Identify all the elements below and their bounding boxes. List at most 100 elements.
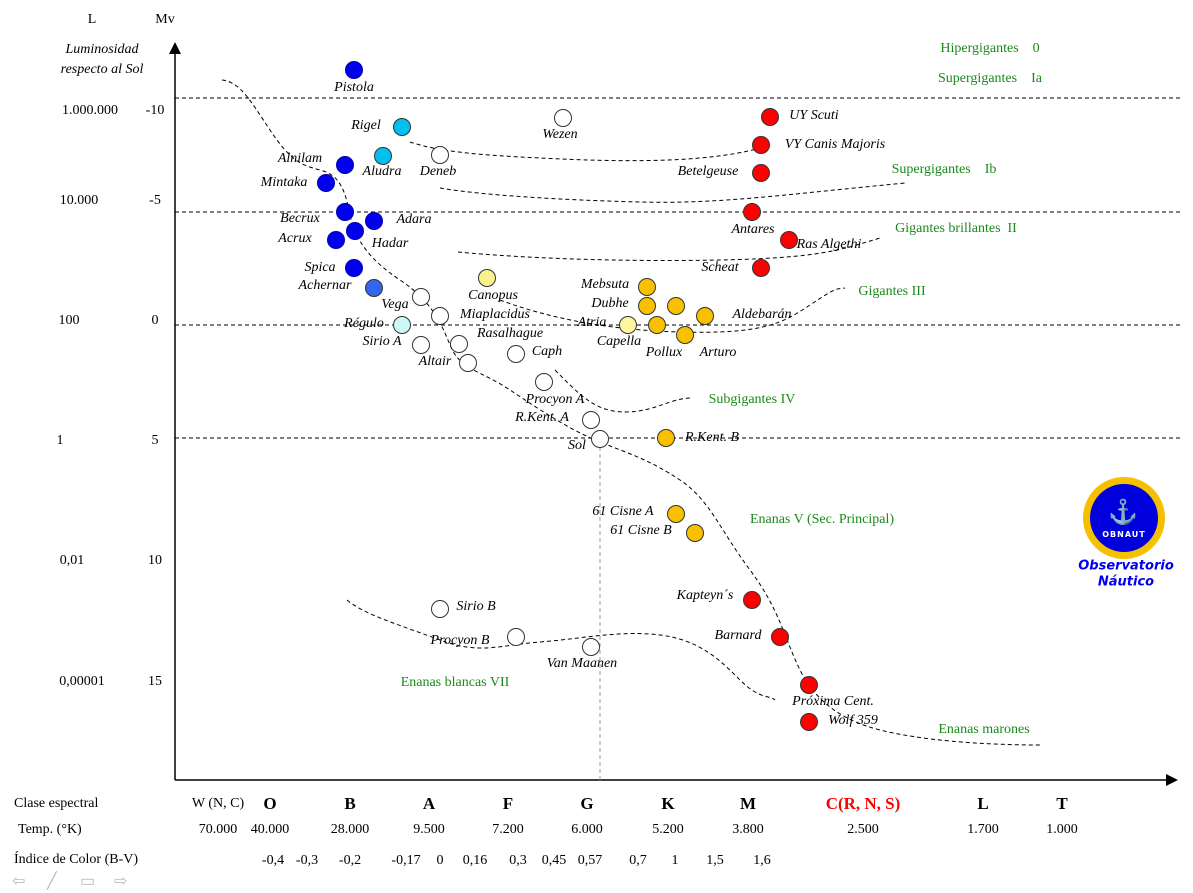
star-label-caph: Caph: [531, 344, 563, 359]
spectral-class: B: [344, 794, 356, 813]
magnitude-tick-label: 5: [151, 433, 159, 448]
star-marker-aludra: [374, 147, 392, 165]
star-marker-61-cisne-b: [686, 524, 704, 542]
star-marker-achernar: [365, 279, 383, 297]
star-label-rasalhague: Rasalhague: [476, 326, 544, 341]
magnitude-tick-label: 10: [148, 553, 162, 568]
star-label-pistola: Pistola: [334, 80, 374, 95]
spectral-class: O: [263, 794, 277, 813]
bright-giant-curve: [457, 237, 881, 262]
luminosity-tick-label: 1.000.000: [62, 103, 118, 118]
star-marker-mebsuta: [638, 278, 656, 296]
star-marker-uy-scuti: [761, 108, 779, 126]
star-label-r-kent-b: R.Kent. B: [684, 430, 740, 445]
luminosity-tick-label: 0,00001: [59, 674, 105, 689]
luminosity-class-label: Supergigantes Ib: [891, 162, 997, 177]
star-marker-procyon-b: [507, 628, 525, 646]
star-marker-antares: [743, 203, 761, 221]
star-label-ras-algethi: Ras Algethi: [796, 237, 862, 252]
star-marker-kapteyn-s: [743, 591, 761, 609]
logo-line1: Observatorio: [1078, 558, 1174, 574]
sextant-icon: ⚓: [1108, 500, 1138, 526]
forward-arrow-icon[interactable]: ⇨: [114, 873, 128, 890]
star-label-adara: Adara: [396, 212, 432, 227]
temperature-value: 5.200: [652, 822, 684, 837]
color-index-value: 0,7: [629, 853, 647, 868]
star-marker-wezen: [554, 109, 572, 127]
spectral-class: G: [580, 794, 594, 813]
spectral-class: A: [422, 794, 436, 813]
star-marker-dubhe: [638, 297, 656, 315]
temperature-value: 3.800: [732, 822, 764, 837]
star-label-sol: Sol: [568, 438, 586, 453]
magnitude-tick-label: -10: [145, 103, 165, 118]
star-label-hadar: Hadar: [371, 236, 409, 251]
pen-icon[interactable]: ╱: [47, 873, 57, 890]
star-label-uy-scuti: UY Scuti: [789, 108, 839, 123]
star-marker-deneb: [431, 146, 449, 164]
y-title-line1: Luminosidad: [65, 42, 139, 57]
temperature-label: Temp. (°K): [18, 822, 82, 837]
star-label-achernar: Achernar: [298, 278, 352, 293]
color-index-value: 0,45: [541, 853, 567, 868]
temperature-value: 9.500: [413, 822, 445, 837]
star-label-capella: Capella: [596, 334, 642, 349]
star-label-wolf-359: Wolf 359: [828, 713, 878, 728]
star-marker-procyon-a: [535, 373, 553, 391]
star-marker-arturo: [667, 297, 685, 315]
star-label-procyon-a: Procyon A: [525, 392, 585, 407]
spectral-class: K: [661, 794, 675, 813]
star-marker-r-gulo: [393, 316, 411, 334]
star-label-barnard: Barnard: [714, 628, 762, 643]
star-label-procyon-b: Procyon B: [430, 633, 490, 648]
temperature-value: 40.000: [250, 822, 290, 837]
star-label-dubhe: Dubhe: [591, 296, 629, 311]
color-index-label: Índice de Color (B-V): [14, 852, 139, 867]
star-label-altair: Altair: [418, 354, 452, 369]
star-label-wezen: Wezen: [542, 127, 578, 142]
temperature-value: 6.000: [571, 822, 603, 837]
star-label-pr-xima-cent: Próxima Cent.: [792, 694, 874, 709]
star-label-mintaka: Mintaka: [260, 175, 308, 190]
temperature-value: 70.000: [198, 822, 238, 837]
star-label-aldebar-n: Aldebarán: [732, 307, 792, 322]
star-label-sirio-a: Sirio A: [362, 334, 402, 349]
magnitude-tick-label: 0: [151, 313, 159, 328]
color-index-value: 1: [671, 853, 679, 868]
star-marker-caph: [507, 345, 525, 363]
luminosity-class-label: Enanas V (Sec. Principal): [749, 512, 895, 527]
star-label-kapteyn-s: Kapteyn´s: [676, 588, 734, 603]
menu-icon[interactable]: ▭: [80, 873, 96, 890]
spectral-class: L: [977, 794, 989, 813]
star-marker-betelgeuse: [752, 164, 770, 182]
temperature-value: 7.200: [492, 822, 524, 837]
star-label-mebsuta: Mebsuta: [580, 277, 630, 292]
color-index-value: 0: [436, 853, 444, 868]
star-marker-miaplacidus: [431, 307, 449, 325]
spectral-class: W (N, C): [191, 796, 245, 811]
star-marker-spica: [345, 259, 363, 277]
star-marker-hadar: [346, 222, 364, 240]
back-arrow-icon[interactable]: ⇦: [12, 873, 26, 890]
giant-curve: [499, 287, 846, 333]
color-index-value: 1,5: [706, 853, 724, 868]
star-label-miaplacidus: Miaplacidus: [460, 307, 530, 322]
star-label-spica: Spica: [304, 260, 336, 275]
luminosity-tick-label: 100: [58, 313, 80, 328]
mv-header: Mv: [155, 12, 175, 27]
magnitude-tick-label: -5: [149, 193, 161, 208]
star-label-alnilam: Alnilam: [277, 151, 323, 166]
y-title-line2: respecto al Sol: [60, 62, 144, 77]
star-marker-vy-canis-majoris: [752, 136, 770, 154]
star-label-canopus: Canopus: [468, 288, 518, 303]
luminosity-class-label: Hipergigantes 0: [940, 41, 1040, 56]
temperature-value: 1.000: [1046, 822, 1078, 837]
star-marker-vega: [412, 288, 430, 306]
supergiant-ia-curve: [409, 141, 761, 162]
star-label-antares: Antares: [731, 222, 775, 237]
obnaut-logo: ⚓ OBNAUT: [1083, 477, 1165, 559]
star-label-atria: Atria: [577, 315, 607, 330]
spectral-class: F: [502, 794, 514, 813]
star-label-61-cisne-b: 61 Cisne B: [610, 523, 672, 538]
